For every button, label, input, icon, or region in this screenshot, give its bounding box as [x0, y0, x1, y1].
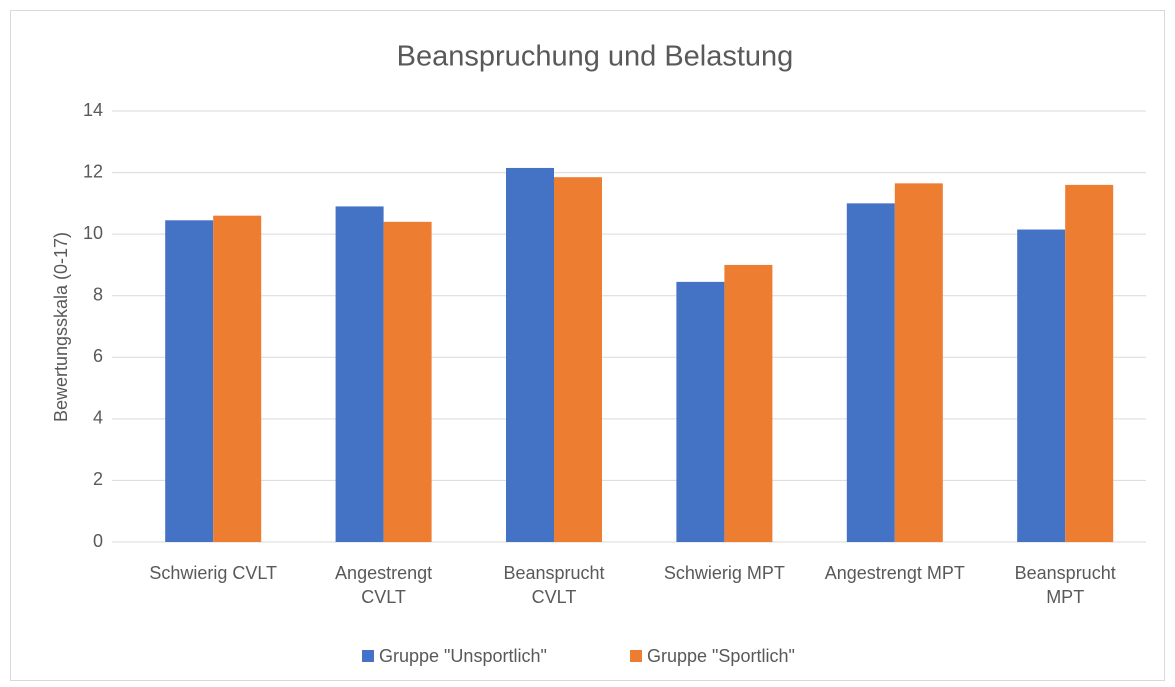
y-tick-label: 0 — [93, 531, 103, 551]
bar — [165, 220, 214, 542]
legend-swatch — [362, 650, 374, 662]
x-tick-label: Angestrengt MPT — [824, 563, 965, 583]
y-tick-label: 10 — [83, 223, 103, 243]
y-tick-label: 14 — [83, 100, 103, 120]
y-tick-label: 8 — [93, 284, 103, 304]
chart-title: Beanspruchung und Belastung — [397, 41, 794, 73]
y-tick-label: 6 — [93, 346, 103, 366]
bar — [335, 206, 384, 542]
bar — [1065, 184, 1114, 542]
bar — [213, 215, 262, 542]
x-tick-label: Beansprucht CVLT — [503, 563, 605, 607]
y-tick-label: 2 — [93, 469, 103, 489]
bar — [894, 183, 943, 542]
bar — [506, 167, 554, 543]
bar — [724, 264, 773, 542]
y-tick-label: 12 — [83, 161, 103, 181]
bar — [1017, 229, 1066, 542]
x-tick-label: Schwierig MPT — [663, 563, 785, 583]
bar — [676, 281, 725, 542]
bar — [846, 203, 895, 542]
bar — [383, 221, 432, 543]
x-tick-label: Angestrengt CVLT — [335, 563, 433, 607]
bar — [554, 177, 602, 543]
y-axis-label: Bewertungsskala (0-17) — [51, 232, 71, 422]
legend-label: Gruppe "Sportlich" — [647, 646, 795, 666]
y-tick-label: 4 — [93, 408, 103, 428]
x-tick-label: Beansprucht MPT — [1014, 563, 1116, 607]
x-tick-label: Schwierig CVLT — [149, 563, 278, 583]
legend-label: Gruppe "Unsportlich" — [379, 646, 547, 666]
legend-swatch — [630, 650, 642, 662]
